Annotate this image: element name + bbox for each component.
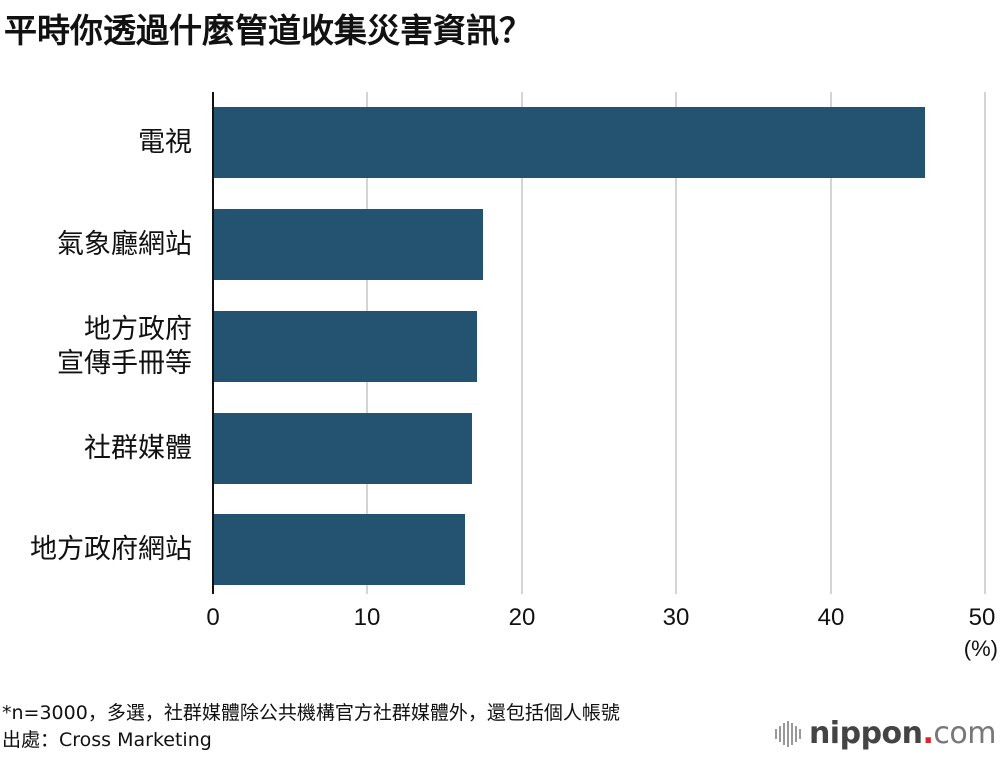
- x-tick-10: 10: [353, 604, 381, 631]
- gridline-50: [984, 92, 986, 594]
- bar-tv: [213, 107, 925, 178]
- y-axis-line: [212, 92, 214, 594]
- x-tick-0: 0: [206, 604, 220, 631]
- logo-name: nippon: [808, 716, 923, 751]
- category-label-social-media: 社群媒體: [84, 432, 192, 466]
- category-label-line: 社群媒體: [84, 433, 192, 464]
- logo-wordmark: nippon.com: [808, 716, 997, 751]
- logo-dot: .: [922, 716, 934, 751]
- gridline-30: [675, 92, 677, 594]
- plot-area: [212, 92, 986, 594]
- category-label-line: 地方政府網站: [30, 534, 192, 565]
- bar-social-media: [213, 413, 473, 484]
- x-tick-40: 40: [817, 604, 845, 631]
- category-label-line: 氣象廳網站: [57, 229, 192, 260]
- category-label-tv: 電視: [138, 126, 192, 160]
- category-label-local-gov-pamphlets: 地方政府 宣傳手冊等: [57, 313, 192, 381]
- category-label-local-gov-site: 地方政府網站: [30, 533, 192, 567]
- bar-local-gov-site: [213, 514, 465, 585]
- bar-weather-agency-site: [213, 209, 484, 280]
- chart-title: 平時你透過什麼管道收集災害資訊？: [4, 11, 532, 50]
- x-tick-30: 30: [662, 604, 690, 631]
- category-label-line: 電視: [138, 127, 192, 158]
- source-note: 出處：Cross Marketing: [2, 729, 212, 751]
- gridline-40: [830, 92, 832, 594]
- category-label-line: 宣傳手冊等: [57, 348, 192, 379]
- soundwave-icon: [774, 720, 801, 748]
- category-label-line: 地方政府: [84, 314, 192, 345]
- x-tick-20: 20: [508, 604, 536, 631]
- gridline-20: [521, 92, 523, 594]
- nippon-logo: nippon.com: [774, 716, 997, 751]
- x-tick-50: 50: [968, 604, 996, 631]
- category-label-weather-agency-site: 氣象廳網站: [57, 228, 192, 262]
- x-axis-unit: (%): [963, 636, 998, 661]
- footnote: *n=3000，多選，社群媒體除公共機構官方社群媒體外，還包括個人帳號: [2, 702, 620, 724]
- bar-local-gov-pamphlets: [213, 311, 478, 382]
- logo-suffix: com: [933, 716, 996, 751]
